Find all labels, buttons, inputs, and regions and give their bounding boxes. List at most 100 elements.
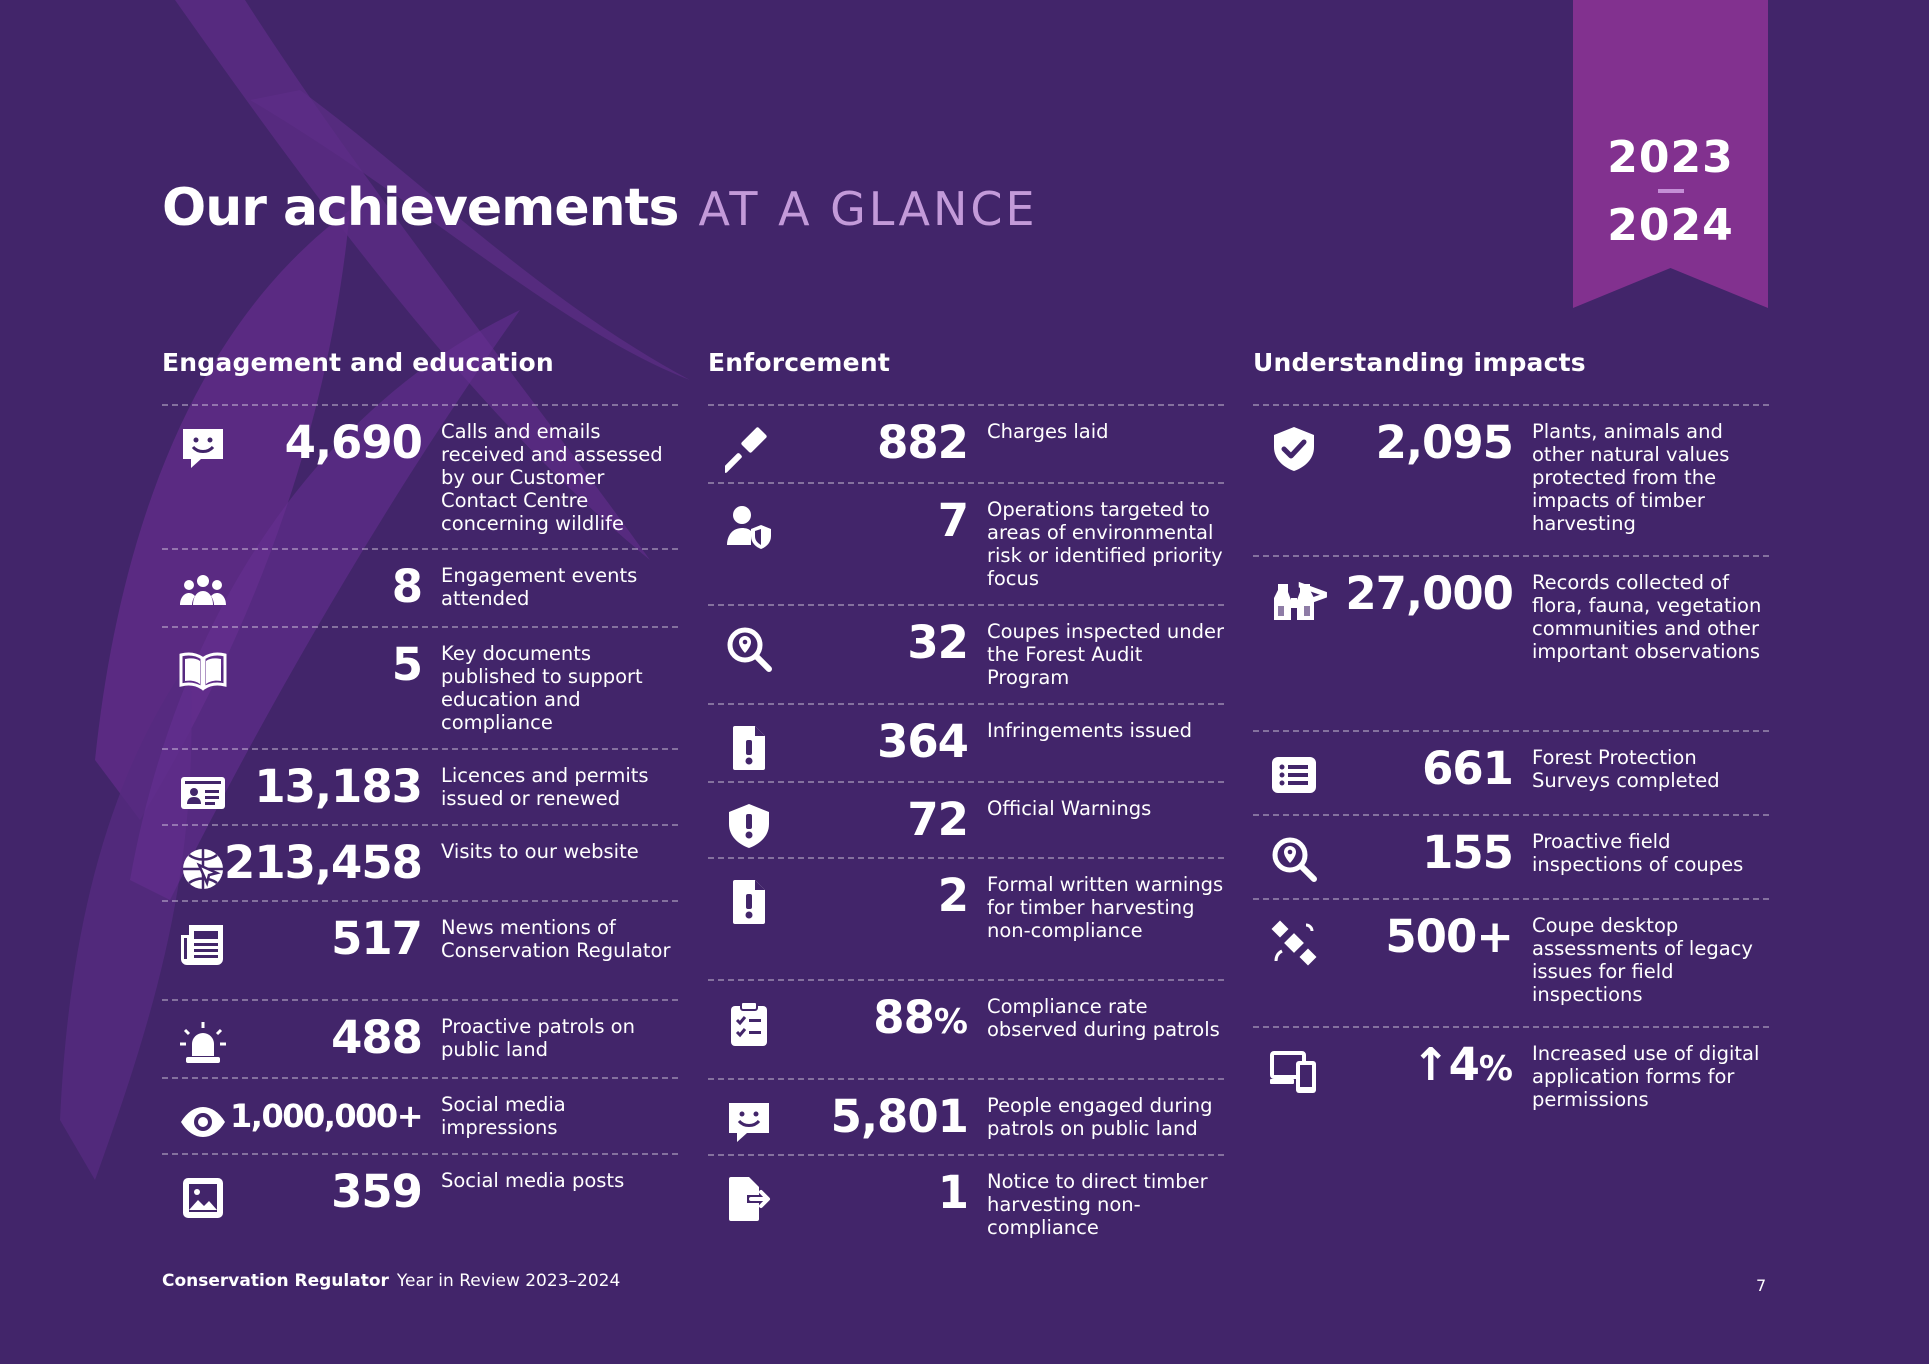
binoculars-icon	[1269, 575, 1319, 625]
stat-row: 517 News mentions of Conservation Regulat…	[162, 900, 678, 1001]
footer-doc: Year in Review 2023–2024	[396, 1271, 621, 1291]
stat-row: 2 Formal written warnings for timber harv…	[708, 857, 1224, 981]
stat-value: 4,690	[284, 416, 423, 469]
stat-row: 4,690 Calls and emails received and asses…	[162, 404, 678, 550]
stat-description: Plants, animals and other natural values…	[1532, 420, 1730, 535]
document-alert-icon	[724, 877, 774, 927]
satellite-icon	[1269, 918, 1319, 968]
stat-row: 1,000,000+ Social media impressions	[162, 1077, 678, 1155]
stat-value: 882	[877, 416, 969, 469]
stat-description: Engagement events attended	[441, 564, 638, 610]
footer: Conservation Regulator Year in Review 202…	[162, 1271, 620, 1291]
stat-row: 364 Infringements issued	[708, 703, 1224, 783]
stat-value: 88%	[873, 993, 968, 1043]
stat-row: 13,183 Licences and permits issued or ren…	[162, 748, 678, 826]
stat-row: 213,458 Visits to our website	[162, 824, 678, 902]
clipboard-check-icon	[724, 999, 774, 1049]
stat-value: 13,183	[254, 760, 423, 813]
stat-description: Social media posts	[441, 1169, 625, 1192]
gavel-icon	[724, 424, 774, 474]
stat-unit: %	[1478, 1049, 1513, 1089]
people-group-icon	[178, 568, 228, 618]
stat-row: > 27,000 Records collected of flora, faun…	[1253, 555, 1769, 732]
magnifier-pin-icon	[724, 624, 774, 674]
stat-row: 8 Engagement events attended	[162, 548, 678, 628]
stat-row: 72 Official Warnings	[708, 781, 1224, 859]
stat-description: Charges laid	[987, 420, 1109, 443]
stat-description: News mentions of Conservation Regulator	[441, 916, 671, 962]
stat-row: 5,801 People engaged during patrols on pu…	[708, 1078, 1224, 1156]
stat-value: 2	[937, 869, 969, 922]
stat-row: 1 Notice to direct timber harvesting non-…	[708, 1154, 1224, 1252]
stat-description: Licences and permits issued or renewed	[441, 764, 649, 810]
globe-cursor-icon	[178, 844, 228, 894]
ribbon-year-top: 2023	[1607, 132, 1734, 183]
devices-icon	[1269, 1046, 1319, 1096]
stat-row: 32 Coupes inspected under the Forest Audi…	[708, 604, 1224, 705]
stat-unit: %	[933, 1002, 968, 1042]
stat-description: Infringements issued	[987, 719, 1192, 742]
stat-value: 155	[1422, 826, 1514, 879]
stat-description: Records collected of flora, fauna, veget…	[1532, 571, 1762, 663]
stat-value: ↑4%	[1412, 1040, 1513, 1090]
chat-smile-icon	[724, 1098, 774, 1148]
eye-icon	[178, 1097, 228, 1147]
stat-value: 517	[331, 912, 423, 965]
stat-description: Social media impressions	[441, 1093, 566, 1139]
list-icon	[1269, 750, 1319, 800]
chat-smile-icon	[178, 424, 228, 474]
stat-row: 661 Forest Protection Surveys completed	[1253, 730, 1769, 816]
stat-description: Coupes inspected under the Forest Audit …	[987, 620, 1224, 689]
title-sub: AT A GLANCE	[698, 182, 1038, 236]
stat-description: Coupe desktop assessments of legacy issu…	[1532, 914, 1753, 1006]
siren-icon	[178, 1019, 228, 1069]
stat-description: Proactive patrols on public land	[441, 1015, 635, 1061]
stat-description: Notice to direct timber harvesting non-c…	[987, 1170, 1208, 1239]
stat-row: 155 Proactive field inspections of coupes	[1253, 814, 1769, 900]
stat-value: 72	[907, 793, 969, 846]
stat-row: 5 Key documents published to support educ…	[162, 626, 678, 750]
stat-row: 2,095 Plants, animals and other natural v…	[1253, 404, 1769, 557]
id-card-icon	[178, 768, 228, 818]
stat-description: Calls and emails received and assessed b…	[441, 420, 663, 535]
stat-value: 488	[331, 1011, 423, 1064]
stat-number: ↑4	[1411, 1038, 1480, 1091]
stat-value: 5,801	[830, 1090, 969, 1143]
stat-description: Compliance rate observed during patrols	[987, 995, 1220, 1041]
column-heading: Understanding impacts	[1253, 348, 1586, 377]
column-heading: Engagement and education	[162, 348, 554, 377]
shield-check-icon	[1269, 424, 1319, 474]
stat-description: Visits to our website	[441, 840, 639, 863]
footer-org: Conservation Regulator	[162, 1271, 389, 1291]
stat-value: 32	[907, 616, 969, 669]
stat-description: Official Warnings	[987, 797, 1152, 820]
stat-value: > 27,000	[1293, 567, 1514, 620]
newspaper-icon	[178, 920, 228, 970]
stat-row: 359 Social media posts	[162, 1153, 678, 1231]
column-heading: Enforcement	[708, 348, 890, 377]
stat-description: Operations targeted to areas of environm…	[987, 498, 1223, 590]
title-main: Our achievements	[162, 178, 679, 238]
stat-description: Formal written warnings for timber harve…	[987, 873, 1224, 942]
stat-description: Increased use of digital application for…	[1532, 1042, 1760, 1111]
stat-row: 7 Operations targeted to areas of environ…	[708, 482, 1224, 606]
stat-description: People engaged during patrols on public …	[987, 1094, 1213, 1140]
stat-value: 8	[391, 560, 423, 613]
stat-value: 7	[937, 494, 969, 547]
stat-value: 1	[937, 1166, 969, 1219]
magnifier-pin-icon	[1269, 834, 1319, 884]
document-alert-icon	[724, 723, 774, 773]
stat-row: 88% Compliance rate observed during patro…	[708, 979, 1224, 1080]
stat-number: 88	[873, 991, 935, 1044]
stat-value: 1,000,000+	[230, 1097, 423, 1135]
stat-value: 5	[391, 638, 423, 691]
stat-description: Key documents published to support educa…	[441, 642, 643, 734]
stat-description: Forest Protection Surveys completed	[1532, 746, 1720, 792]
stat-value: 661	[1422, 742, 1514, 795]
stat-value: 500+	[1385, 910, 1514, 963]
page-number: 7	[1756, 1276, 1767, 1295]
stat-value: 359	[331, 1165, 423, 1218]
ribbon-year-bottom: 2024	[1607, 200, 1734, 251]
stat-description: Proactive field inspections of coupes	[1532, 830, 1744, 876]
stat-value: 213,458	[224, 836, 423, 889]
